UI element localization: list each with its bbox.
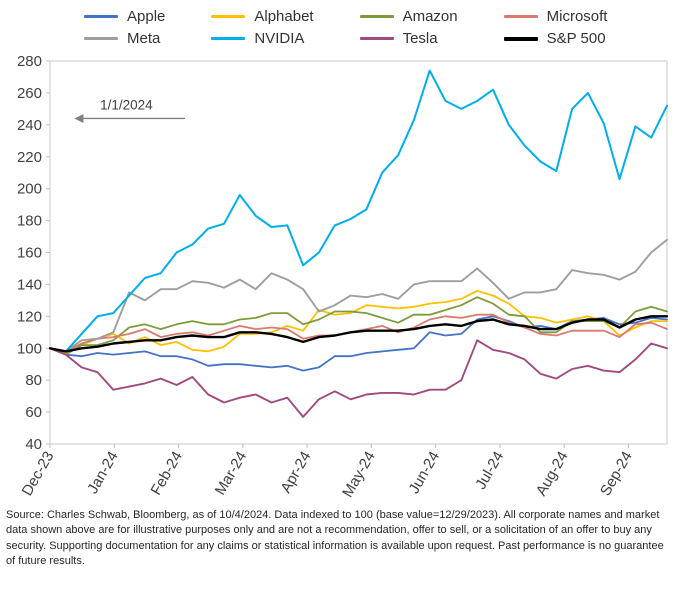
x-axis-tick-label: Mar-24	[212, 449, 250, 499]
y-axis-tick-label: 240	[17, 117, 42, 134]
x-axis-tick-label: May-24	[339, 449, 379, 501]
annotation-label: 1/1/2024	[100, 97, 153, 112]
legend-label-amazon: Amazon	[402, 8, 458, 25]
legend-item-nvidia: NVIDIA	[211, 30, 313, 47]
x-axis-tick-label: Jan-24	[84, 449, 122, 497]
legend-item-meta: Meta	[84, 30, 165, 47]
chart-canvas: 40 60 80 100 120 140 160 180 200 220 240 260 280 Dec-…	[17, 53, 669, 501]
legend-item-apple: Apple	[84, 8, 165, 25]
legend-label-microsoft: Microsoft	[546, 8, 608, 25]
legend-label-apple: Apple	[127, 8, 166, 25]
x-axis-tick-label: Dec-23	[19, 449, 58, 499]
legend-swatch-alphabet	[211, 15, 246, 18]
series-line-meta	[49, 238, 668, 353]
y-axis-tick-label: 260	[17, 85, 42, 102]
y-axis-tick-label: 180	[17, 213, 42, 230]
legend-item-s-p-500: S&P 500	[503, 30, 608, 47]
x-axis-tick-label: Sep-24	[597, 449, 636, 499]
y-axis-tick-label: 220	[17, 149, 42, 166]
legend-label-s-p-500: S&P 500	[546, 30, 606, 47]
y-axis-tick-label: 80	[25, 372, 42, 389]
legend-label-alphabet: Alphabet	[254, 8, 314, 25]
legend-label-nvidia: NVIDIA	[254, 30, 305, 47]
legend-item-amazon: Amazon	[359, 8, 458, 25]
series-line-amazon	[49, 296, 668, 356]
legend-swatch-meta	[84, 37, 118, 40]
legend-swatch-nvidia	[211, 37, 246, 40]
y-axis-tick-label: 160	[17, 245, 42, 262]
series-line-nvidia	[49, 69, 668, 353]
x-axis-tick-label: Apr-24	[277, 449, 314, 496]
y-axis-tick-label: 120	[17, 308, 42, 325]
legend-swatch-microsoft	[503, 15, 538, 18]
legend-item-tesla: Tesla	[359, 30, 458, 47]
y-axis-tick-label: 140	[17, 276, 42, 293]
chart-area: 40 60 80 100 120 140 160 180 200 220 240 260 280 Dec-…	[0, 47, 679, 502]
y-axis-tick-label: 200	[17, 181, 42, 198]
source-disclaimer-text: Source: Charles Schwab, Bloomberg, as of…	[6, 509, 664, 568]
legend-label-meta: Meta	[127, 30, 161, 47]
legend-item-alphabet: Alphabet	[211, 8, 314, 25]
legend-swatch-amazon	[359, 15, 394, 18]
y-axis-tick-label: 40	[25, 436, 42, 453]
series-line-s-p-500	[48, 315, 669, 353]
x-axis-tick-label: Aug-24	[533, 449, 572, 499]
y-axis-tick-label: 280	[17, 53, 42, 70]
legend-swatch-s-p-500	[503, 36, 538, 41]
x-axis-tick-label: Jul-24	[472, 449, 507, 493]
x-axis-tick-label: Feb-24	[148, 449, 186, 499]
legend-label-tesla: Tesla	[402, 30, 438, 47]
x-axis-tick-label: Jun-24	[405, 449, 443, 497]
legend-item-microsoft: Microsoft	[503, 8, 608, 25]
y-axis-tick-label: 100	[17, 340, 42, 357]
y-axis-tick-label: 60	[25, 404, 42, 421]
legend-swatch-tesla	[359, 37, 394, 40]
chart-legend: Apple Alphabet Amazon Microsoft Meta NVIDIA Te…	[0, 0, 679, 47]
legend-swatch-apple	[84, 15, 118, 18]
annotation-arrow-head	[74, 113, 84, 123]
series-line-tesla	[49, 339, 668, 418]
